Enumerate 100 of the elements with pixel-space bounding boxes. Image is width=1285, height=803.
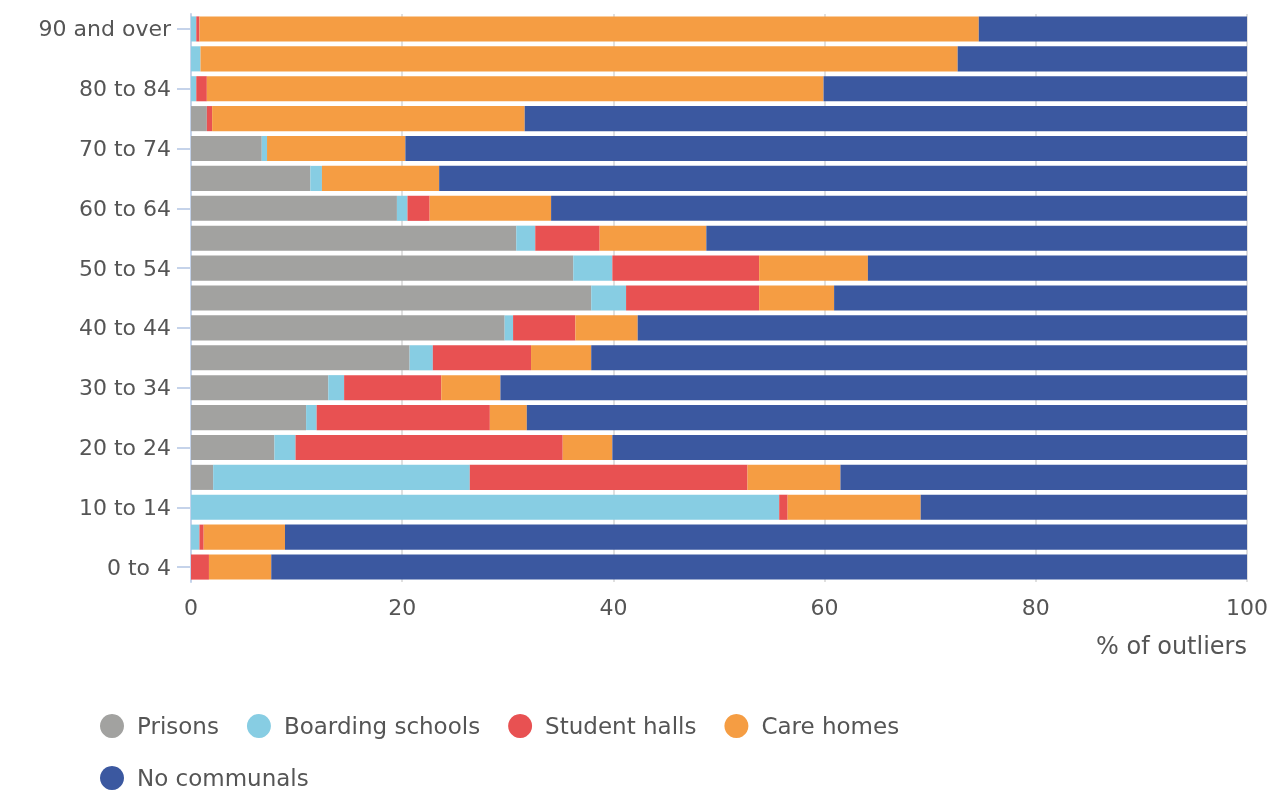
bar (284, 524, 1247, 550)
bar (191, 464, 214, 490)
bar (196, 16, 200, 42)
bar (191, 76, 197, 102)
bar (407, 195, 430, 221)
bar (489, 405, 527, 431)
bar (823, 76, 1247, 102)
bar (316, 405, 490, 431)
bar (500, 375, 1247, 401)
bar (612, 434, 1247, 461)
bar (612, 255, 760, 281)
bar (637, 315, 1247, 341)
bar (504, 315, 514, 341)
bar (208, 554, 272, 580)
bar (321, 165, 440, 191)
bar (562, 434, 613, 461)
bar (759, 285, 835, 311)
bar (834, 285, 1247, 311)
legend-label: Care homes (761, 713, 900, 739)
bar (213, 464, 470, 490)
bar (191, 255, 574, 281)
bar (599, 225, 707, 251)
bar (405, 135, 1247, 162)
bar (191, 405, 307, 431)
x-tick-label: 0 (184, 594, 198, 620)
y-tick-label: 90 and over (38, 16, 172, 42)
bar (747, 464, 841, 490)
bar (306, 405, 317, 431)
bar (191, 375, 329, 401)
bar (199, 524, 204, 550)
bar (469, 464, 748, 490)
bar (212, 106, 525, 132)
bar (274, 434, 296, 461)
y-tick-label: 30 to 34 (78, 375, 171, 401)
bar (759, 255, 868, 281)
y-tick-label: 80 to 84 (78, 76, 171, 102)
x-axis-title: % of outliers (1096, 632, 1247, 660)
bar (526, 405, 1247, 431)
bar (513, 315, 576, 341)
bar (328, 375, 345, 401)
bar (344, 375, 442, 401)
bar (191, 285, 592, 311)
bar (441, 375, 501, 401)
legend-label: Boarding schools (283, 713, 481, 739)
bar (429, 195, 552, 221)
bar (626, 285, 760, 311)
bar (706, 225, 1247, 251)
x-tick-label: 100 (1226, 594, 1268, 620)
y-tick-label: 10 to 14 (78, 494, 171, 520)
bar (867, 255, 1247, 281)
bar (191, 524, 200, 550)
bar (957, 46, 1247, 72)
bar (191, 554, 209, 580)
x-tick-label: 60 (810, 594, 839, 620)
bar (191, 46, 201, 72)
bar (779, 494, 788, 520)
bar (516, 225, 536, 251)
bar (920, 494, 1247, 520)
bar (191, 345, 410, 371)
bar (191, 494, 780, 520)
bar (191, 434, 275, 461)
bar (840, 464, 1247, 490)
bar (191, 195, 397, 221)
legend-label: Prisons (137, 713, 219, 739)
bar (409, 345, 433, 371)
bar (191, 135, 262, 162)
bar (575, 315, 638, 341)
legend-label: No communals (137, 765, 309, 791)
bar (200, 46, 958, 72)
bar (591, 285, 627, 311)
y-tick-label: 0 to 4 (106, 554, 171, 580)
bar (310, 165, 322, 191)
y-tick-label: 50 to 54 (78, 255, 171, 281)
bar (196, 76, 207, 102)
bar (396, 195, 408, 221)
y-tick-label: 70 to 74 (78, 136, 171, 162)
bar (535, 225, 600, 251)
bar (191, 165, 311, 191)
x-tick-label: 80 (1021, 594, 1050, 620)
bar (206, 106, 213, 132)
legend-label: Student halls (545, 713, 697, 739)
bar (191, 16, 197, 42)
bar (432, 345, 532, 371)
bar (439, 165, 1247, 191)
bar (206, 76, 824, 102)
bar (191, 315, 505, 341)
bar (267, 135, 406, 162)
x-tick-label: 20 (388, 594, 417, 620)
bar (191, 106, 207, 132)
bar (199, 16, 979, 42)
bar (573, 255, 613, 281)
x-tick-label: 40 (599, 594, 628, 620)
y-tick-label: 20 to 24 (78, 434, 171, 460)
bar (261, 135, 268, 162)
bar (191, 225, 517, 251)
y-tick-label: 60 to 64 (78, 195, 171, 221)
bar (295, 434, 563, 461)
bar (978, 16, 1247, 42)
bar (591, 345, 1247, 371)
bar (524, 106, 1247, 132)
